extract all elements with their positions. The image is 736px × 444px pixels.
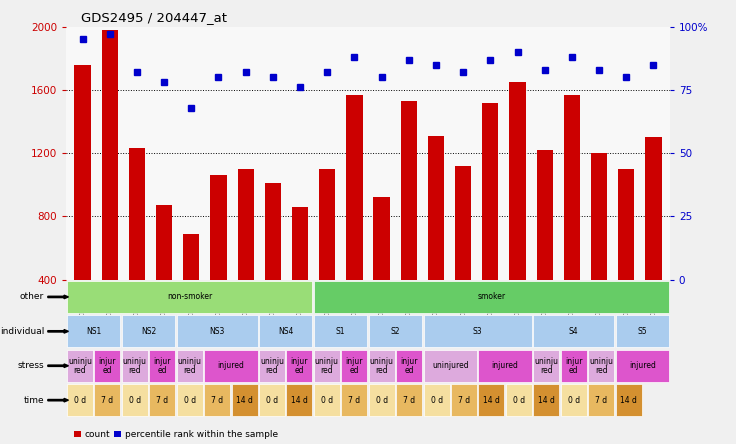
Text: time: time [24,396,44,404]
Text: percentile rank within the sample: percentile rank within the sample [125,430,278,439]
Text: S1: S1 [336,327,345,336]
Text: other: other [20,293,44,301]
Bar [74,65,91,280]
Text: 14 d: 14 d [483,396,500,404]
Text: 0 d: 0 d [431,396,442,404]
Bar [292,207,308,280]
Text: injur
ed: injur ed [400,357,418,375]
Text: S3: S3 [473,327,483,336]
Text: 0 d: 0 d [74,396,86,404]
Bar [183,234,199,280]
Bar [564,95,580,280]
Bar [482,103,498,280]
Text: individual: individual [0,327,44,336]
Bar [618,169,634,280]
Text: non-smoker: non-smoker [167,293,212,301]
Text: 7 d: 7 d [458,396,470,404]
Text: S4: S4 [569,327,578,336]
Text: S2: S2 [391,327,400,336]
Bar [346,95,363,280]
Text: injur
ed: injur ed [345,357,363,375]
Bar [129,148,145,280]
Text: 7 d: 7 d [348,396,361,404]
Bar [537,150,553,280]
Bar [428,136,444,280]
Text: uninju
red: uninju red [260,357,284,375]
Bar [210,175,227,280]
Text: 14 d: 14 d [291,396,308,404]
Text: uninju
red: uninju red [123,357,146,375]
Bar [156,206,172,280]
Text: 0 d: 0 d [321,396,333,404]
Text: NS4: NS4 [278,327,294,336]
Text: uninju
red: uninju red [590,357,613,375]
Text: 0 d: 0 d [513,396,525,404]
Text: injured: injured [492,361,519,370]
Text: 7 d: 7 d [403,396,415,404]
Text: 7 d: 7 d [595,396,607,404]
Bar [509,82,526,280]
Bar [373,198,390,280]
Text: stress: stress [18,361,44,370]
Text: NS2: NS2 [141,327,156,336]
Bar [265,183,281,280]
Text: count: count [85,430,110,439]
Text: smoker: smoker [478,293,506,301]
Text: NS3: NS3 [210,327,224,336]
Text: 7 d: 7 d [156,396,169,404]
Bar [400,101,417,280]
Text: 0 d: 0 d [183,396,196,404]
Text: 14 d: 14 d [538,396,555,404]
Text: GDS2495 / 204447_at: GDS2495 / 204447_at [81,12,227,24]
Text: injur
ed: injur ed [154,357,171,375]
Text: 0 d: 0 d [375,396,388,404]
Text: uninju
red: uninju red [68,357,92,375]
Text: uninjured: uninjured [432,361,469,370]
Bar [591,153,607,280]
Text: injured: injured [629,361,656,370]
Bar [102,30,118,280]
Text: injur
ed: injur ed [291,357,308,375]
Text: injured: injured [217,361,244,370]
Text: uninju
red: uninju red [177,357,202,375]
Text: 7 d: 7 d [102,396,113,404]
Bar [455,166,471,280]
Text: uninju
red: uninju red [315,357,339,375]
Text: injur
ed: injur ed [565,357,582,375]
Text: 0 d: 0 d [567,396,580,404]
Bar [645,137,662,280]
Text: uninju
red: uninju red [534,357,559,375]
Text: 7 d: 7 d [211,396,223,404]
Bar [319,169,336,280]
Text: 0 d: 0 d [129,396,141,404]
Text: injur
ed: injur ed [99,357,116,375]
Bar [238,169,254,280]
Text: S5: S5 [637,327,647,336]
Text: 14 d: 14 d [620,396,637,404]
Text: 14 d: 14 d [236,396,253,404]
Text: uninju
red: uninju red [369,357,394,375]
Text: 0 d: 0 d [266,396,278,404]
Text: NS1: NS1 [86,327,102,336]
